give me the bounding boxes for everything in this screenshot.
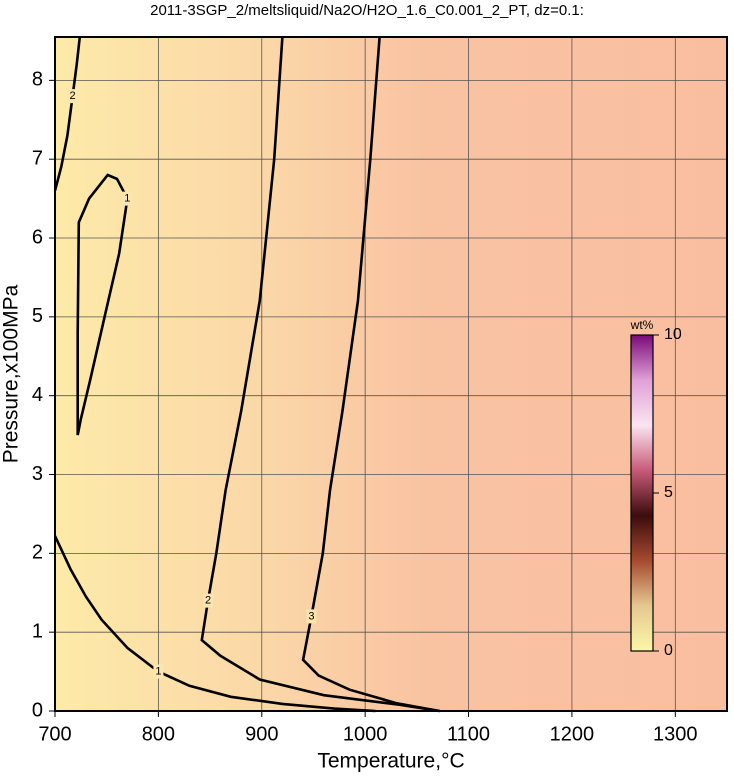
colorbar-label: wt% xyxy=(630,318,654,332)
x-axis-label: Temperature,°C xyxy=(317,750,464,773)
contour-label: 1 xyxy=(155,665,161,677)
plot-background xyxy=(55,37,727,711)
colorbar xyxy=(630,334,654,652)
x-tick-label: 1000 xyxy=(343,723,388,745)
y-tick-label: 4 xyxy=(32,384,43,406)
contour-label-bg xyxy=(203,593,214,608)
x-tick-label: 1300 xyxy=(653,723,698,745)
contour-label: 1 xyxy=(124,193,130,205)
contour-label: 2 xyxy=(70,90,76,102)
y-axis-label: Pressure,x100MPa xyxy=(0,284,23,463)
y-tick-label: 6 xyxy=(32,226,43,248)
y-tick-label: 3 xyxy=(32,463,43,485)
colorbar-tick-label: 10 xyxy=(664,326,682,343)
contour-label-bg xyxy=(67,89,78,104)
contour-line xyxy=(53,36,82,192)
y-tick-label: 0 xyxy=(32,699,43,721)
x-tick-label: 800 xyxy=(142,723,175,745)
colorbar-tick-label: 5 xyxy=(664,484,673,501)
x-tick-label: 1200 xyxy=(550,723,595,745)
contour-label-bg xyxy=(306,609,317,624)
contour-line xyxy=(301,36,440,713)
y-tick-label: 5 xyxy=(32,305,43,327)
y-tick-label: 2 xyxy=(32,542,43,564)
contour-label-bg xyxy=(153,664,164,679)
y-tick-label: 7 xyxy=(32,147,43,169)
x-tick-label: 700 xyxy=(38,723,71,745)
contour-label: 2 xyxy=(205,595,211,607)
chart-title: 2011-3SGP_2/meltsliquid/Na2O/H2O_1.6_C0.… xyxy=(150,2,584,19)
y-tick-label: 1 xyxy=(32,620,43,642)
contour-line xyxy=(76,173,129,436)
contour-label: 3 xyxy=(308,610,314,622)
y-tick-label: 8 xyxy=(32,69,43,91)
colorbar-tick-label: 0 xyxy=(664,642,673,659)
x-tick-label: 1100 xyxy=(447,723,490,745)
plot-frame xyxy=(54,36,728,712)
x-tick-label: 900 xyxy=(245,723,278,745)
contour-label-bg xyxy=(122,191,133,206)
